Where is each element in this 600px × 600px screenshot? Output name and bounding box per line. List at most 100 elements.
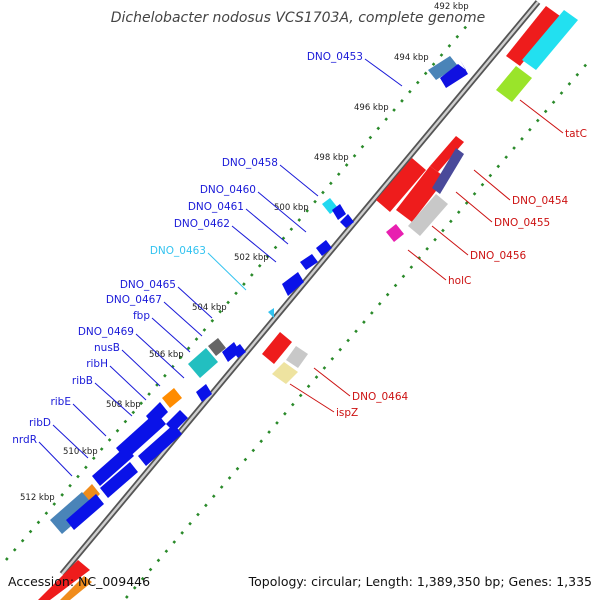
gene-orange-bottom — [60, 576, 92, 600]
kbp-tick: 494 kbp — [394, 53, 429, 63]
gene-label-fbp: fbp — [133, 310, 150, 322]
gene-DNO_0454-b — [396, 166, 446, 222]
gene-DNO_0461 — [340, 214, 354, 228]
gene-label-DNO_0454: DNO_0454 — [512, 195, 568, 207]
map-title: Dichelobacter nodosus VCS1703A, complete… — [111, 10, 485, 26]
leader-line — [455, 191, 493, 223]
inner-scale-dotted-line — [5, 21, 471, 561]
gene-DNO_0453 — [428, 56, 458, 80]
gene-label-DNO_0460: DNO_0460 — [200, 184, 256, 196]
leader-line — [72, 403, 107, 437]
leader-line — [109, 365, 147, 401]
gene-DNO_0467 — [188, 348, 218, 378]
leader-line — [519, 99, 564, 134]
kbp-tick: 498 kbp — [314, 153, 349, 163]
genome-backbone-highlight — [61, 1, 539, 575]
gene-DNO_0455 — [432, 148, 464, 194]
leader-line — [289, 383, 335, 413]
reverse-strand-genes — [38, 6, 578, 600]
gene-label-DNO_0453: DNO_0453 — [307, 51, 363, 63]
gene-DNO_0463 — [268, 308, 274, 318]
gene-ispZ — [272, 362, 298, 384]
gene-DNO_0454-c — [430, 136, 464, 172]
gene-red-bottom — [38, 560, 90, 600]
kbp-tick: 504 kbp — [192, 303, 227, 313]
kbp-tick: 510 kbp — [63, 447, 98, 457]
reverse-gene-labels: tatC DNO_0454 DNO_0455 DNO_0456 holC DNO… — [289, 99, 587, 419]
gene-label-ispZ: ispZ — [336, 407, 358, 419]
leader-line — [163, 301, 203, 337]
leader-line — [257, 191, 307, 233]
kbp-tick: 512 kbp — [20, 493, 55, 503]
gene-DNO_0469 — [196, 384, 212, 402]
gene-label-ribE: ribE — [50, 396, 71, 408]
leader-line — [473, 169, 511, 201]
topology-text: Topology: circular; Length: 1,389,350 bp… — [248, 574, 592, 589]
gene-DNO_0462 — [316, 240, 332, 256]
forward-gene-labels: DNO_0453 DNO_0458 DNO_0460 DNO_0461 DNO_… — [12, 51, 403, 477]
gene-label-DNO_0461: DNO_0461 — [188, 201, 244, 213]
kbp-tick: 500 kbp — [274, 203, 309, 213]
leader-line — [431, 225, 469, 256]
kbp-tick: 492 kbp — [434, 2, 469, 12]
gene-ribE — [116, 412, 166, 460]
forward-strand-genes — [50, 56, 468, 534]
gene-DNO_0464-b — [286, 346, 308, 368]
gene-DNO_0460 — [332, 204, 346, 220]
gene-label-DNO_0467: DNO_0467 — [106, 294, 162, 306]
gene-label-DNO_0463: DNO_0463 — [150, 245, 206, 257]
leader-line — [38, 441, 73, 477]
leader-line — [279, 164, 319, 197]
gene-label-nrdR: nrdR — [12, 434, 37, 446]
gene-ribD — [138, 424, 182, 466]
leader-line — [207, 252, 247, 291]
gene-label-DNO_0469: DNO_0469 — [78, 326, 134, 338]
gene-label-DNO_0456: DNO_0456 — [470, 250, 526, 262]
gene-DNO_0465 — [208, 338, 226, 356]
gene-DNO_0454 — [376, 158, 426, 212]
leader-line — [135, 333, 185, 379]
gene-label-DNO_0462: DNO_0462 — [174, 218, 230, 230]
gene-nrdR-b — [100, 462, 138, 498]
gene-red-top — [506, 6, 560, 66]
gene-DNO_0456 — [408, 194, 448, 236]
leader-line — [151, 317, 191, 353]
gene-cyan-top — [522, 10, 578, 70]
kbp-scale-labels: 492 kbp 494 kbp 496 kbp 498 kbp 500 kbp … — [20, 2, 469, 503]
gene-DNO_0453-arrow — [440, 60, 468, 88]
outer-scale-dotted-line — [125, 59, 591, 599]
leader-line — [94, 382, 133, 417]
gene-label-nusB: nusB — [94, 342, 120, 354]
gene-nrdR — [50, 492, 94, 534]
leader-line — [364, 58, 403, 87]
gene-DNO_0464 — [262, 332, 292, 364]
gene-label-DNO_0455: DNO_0455 — [494, 217, 550, 229]
gene-label-DNO_0458: DNO_0458 — [222, 157, 278, 169]
gene-holC — [386, 224, 404, 242]
gene-label-DNO_0465: DNO_0465 — [120, 279, 176, 291]
leader-line — [407, 249, 447, 281]
leader-line — [177, 286, 213, 319]
gene-label-DNO_0464: DNO_0464 — [352, 391, 408, 403]
gene-DNO_0462b — [300, 254, 318, 270]
kbp-tick: 496 kbp — [354, 103, 389, 113]
leader-line — [121, 349, 161, 387]
kbp-tick: 502 kbp — [234, 253, 269, 263]
kbp-tick: 506 kbp — [149, 350, 184, 360]
gene-label-ribH: ribH — [86, 358, 108, 370]
leader-line — [52, 424, 89, 459]
gene-label-ribB: ribB — [72, 375, 93, 387]
gene-ribD-b — [92, 446, 134, 486]
leader-line — [313, 367, 351, 397]
gene-DNO_0463-arrow — [282, 272, 304, 296]
leader-line — [245, 208, 289, 245]
gene-label-holC: holC — [448, 275, 471, 287]
gene-fbp-b — [232, 344, 246, 358]
gene-nrdR-c — [66, 494, 104, 530]
kbp-tick: 508 kbp — [106, 400, 141, 410]
leader-line — [231, 225, 277, 263]
gene-fbp — [222, 342, 240, 362]
gene-nusB — [162, 388, 182, 408]
